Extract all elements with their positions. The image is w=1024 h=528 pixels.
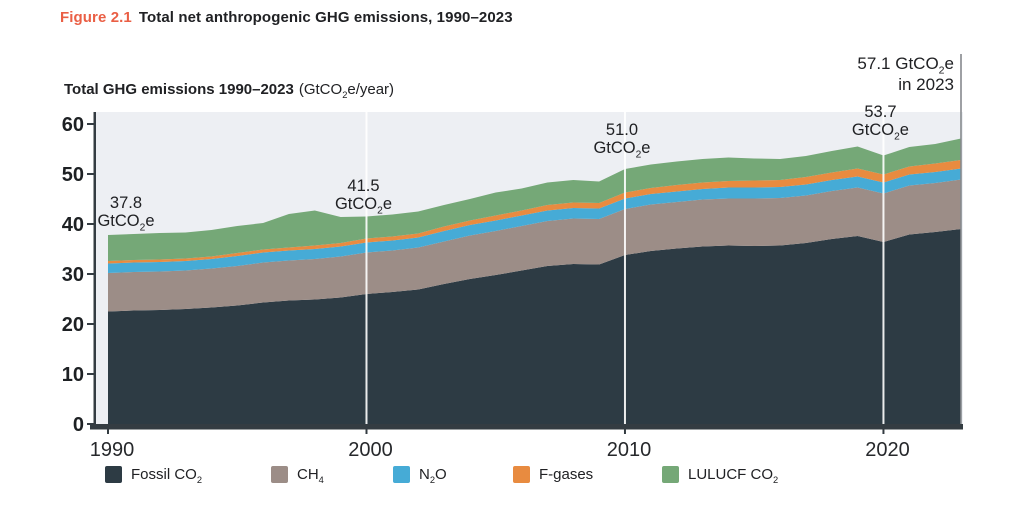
y-tick-label-50: 50 <box>62 164 84 186</box>
area-n2o <box>108 168 961 273</box>
chart-title-unit: (GtCO2e/year) <box>298 81 395 100</box>
x-tick-label-1990: 1990 <box>90 439 135 461</box>
x-tick-label-2000: 2000 <box>348 439 393 461</box>
x-axis-line <box>90 424 963 430</box>
x-tick-label-2020: 2020 <box>865 439 910 461</box>
x-tick-label-2010: 2010 <box>607 439 652 461</box>
chart-title: Total GHG emissions 1990–2023 (GtCO2e/yea… <box>64 81 395 100</box>
y-tick-label-10: 10 <box>62 364 84 386</box>
area-f-gases <box>108 160 961 264</box>
legend-swatch-f-gases <box>513 466 530 483</box>
legend-item-ch4: CH4 <box>271 466 324 485</box>
legend-item-fossil-co2: Fossil CO2 <box>105 466 202 485</box>
y-tick-label-60: 60 <box>62 114 84 136</box>
figure-title: Total net anthropogenic GHG emissions, 1… <box>138 9 513 26</box>
y-tick-label-20: 20 <box>62 314 84 336</box>
legend-item-f-gases: F-gases <box>513 466 593 483</box>
area-ch4 <box>108 179 961 312</box>
y-tick-label-30: 30 <box>62 264 84 286</box>
figure-number-label: Figure 2.1 <box>60 9 132 26</box>
y-tick-label-0: 0 <box>73 414 84 436</box>
figure-caption: Figure 2.1 Total net anthropogenic GHG em… <box>60 9 513 26</box>
area-lulucf-co2 <box>108 138 961 261</box>
y-tick-label-40: 40 <box>62 214 84 236</box>
legend-item-n2o: N2O <box>393 466 447 485</box>
legend-item-lulucf-co2: LULUCF CO2 <box>662 466 778 485</box>
legend-swatch-fossil-co2 <box>105 466 122 483</box>
chart-title-text: Total GHG emissions 1990–2023 <box>64 81 294 98</box>
chart-legend: Fossil CO2 CH4 N2O F-gases LULUCF CO2 <box>0 466 1024 490</box>
legend-swatch-ch4 <box>271 466 288 483</box>
y-axis-line <box>93 112 96 429</box>
legend-swatch-n2o <box>393 466 410 483</box>
legend-swatch-lulucf-co2 <box>662 466 679 483</box>
area-fossil-co2 <box>108 229 961 424</box>
